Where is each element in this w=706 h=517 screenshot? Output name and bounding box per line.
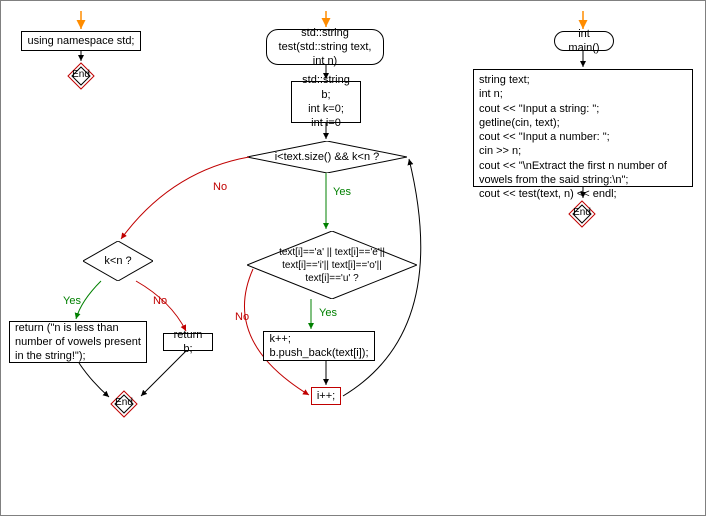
label-yes: Yes [63,295,81,307]
node-text: std::string b; int k=0; int i=0 [297,73,355,130]
label-no: No [235,311,249,323]
node-cond-loop: i<text.size() && k<n ? [247,141,407,173]
label-no: No [153,295,167,307]
node-text: int main() [563,27,605,56]
node-text: k++; b.push_back(text[i]); [269,332,368,361]
label-yes: Yes [319,307,337,319]
end-node-namespace: End [66,61,96,91]
node-cond-vowel: text[i]=='a' || text[i]=='e'|| text[i]==… [247,231,417,299]
end-label: End [567,207,597,218]
end-label: End [109,397,139,408]
end-node-main: End [567,199,597,229]
node-using-namespace: using namespace std; [21,31,141,51]
node-main-body: string text; int n; cout << "Input a str… [473,69,693,187]
node-text: text[i]=='a' || text[i]=='e'|| text[i]==… [247,246,417,285]
label-no: No [213,181,227,193]
node-text: std::string test(std::string text, int n… [275,26,375,69]
node-cond-kn: k<n ? [83,241,153,281]
node-test-signature: std::string test(std::string text, int n… [266,29,384,65]
node-i-plus-plus: i++; [311,387,341,405]
node-return-message: return ("n is less than number of vowels… [9,321,147,363]
node-text: k<n ? [104,254,131,268]
node-text: i++; [317,389,335,403]
label-yes: Yes [333,186,351,198]
node-text: return ("n is less than number of vowels… [15,321,141,364]
node-test-declarations: std::string b; int k=0; int i=0 [291,81,361,123]
node-return-b: return b; [163,333,213,351]
node-text: return b; [169,328,207,357]
end-node-test: End [109,389,139,419]
node-main-signature: int main() [554,31,614,51]
node-text: string text; int n; cout << "Input a str… [479,73,687,202]
node-text: i<text.size() && k<n ? [275,150,380,164]
node-text: using namespace std; [27,34,134,48]
node-increment-push: k++; b.push_back(text[i]); [263,331,375,361]
end-label: End [66,69,96,80]
